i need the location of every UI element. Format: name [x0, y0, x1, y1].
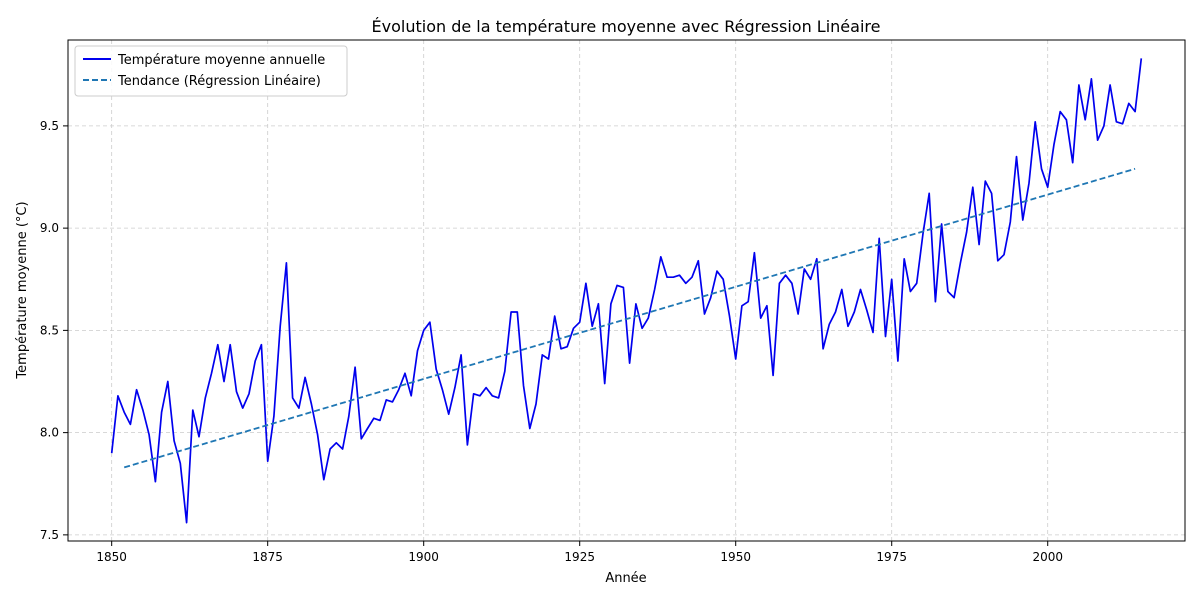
- chart-title: Évolution de la température moyenne avec…: [372, 17, 881, 36]
- y-axis-ticks: 7.5 8.0 8.5 9.0 9.5: [40, 119, 68, 542]
- x-tick-label: 1925: [564, 550, 595, 564]
- y-tick-label: 9.5: [40, 119, 59, 133]
- x-axis-ticks: 1850 1875 1900 1925 1950 1975 2000: [96, 541, 1063, 564]
- y-tick-label: 8.5: [40, 323, 59, 337]
- y-tick-label: 9.0: [40, 221, 59, 235]
- legend-box: [74, 45, 348, 97]
- x-tick-label: 1950: [720, 550, 751, 564]
- series-line-trend: [123, 167, 1136, 469]
- x-tick-label: 2000: [1032, 550, 1063, 564]
- x-tick-label: 1900: [408, 550, 439, 564]
- legend: Température moyenne annuelle Tendance (R…: [74, 45, 348, 97]
- series-layer: [110, 58, 1143, 524]
- x-axis-label: Année: [605, 571, 646, 586]
- y-tick-label: 7.5: [40, 528, 59, 542]
- series-line-temperature: [110, 58, 1143, 524]
- x-tick-label: 1850: [96, 550, 127, 564]
- legend-label-temperature: Température moyenne annuelle: [117, 53, 325, 68]
- plot-area-frame: [67, 39, 1186, 542]
- x-tick-label: 1875: [252, 550, 283, 564]
- y-tick-label: 8.0: [40, 426, 59, 440]
- legend-label-trend: Tendance (Régression Linéaire): [117, 74, 321, 89]
- grid-lines: [68, 40, 1185, 541]
- y-axis-label: Température moyenne (°C): [15, 201, 30, 379]
- x-tick-label: 1975: [876, 550, 907, 564]
